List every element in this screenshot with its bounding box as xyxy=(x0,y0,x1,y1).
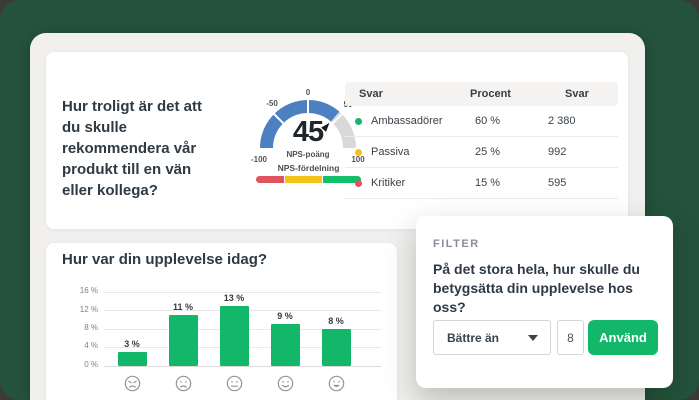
nps-table-header: Svar Procent Svar xyxy=(345,82,618,106)
distribution-segment-passiva xyxy=(284,176,322,183)
gauge-unit-label: NPS-poäng xyxy=(286,150,330,159)
yellow-dot-icon xyxy=(355,148,362,156)
ytick-4: 4 % xyxy=(84,341,98,350)
bar xyxy=(168,315,198,366)
ytick-0: 0 % xyxy=(84,360,98,369)
experience-title: Hur var din upplevelse idag? xyxy=(62,251,268,268)
gauge-needle-group xyxy=(321,122,330,132)
row-count: 992 xyxy=(548,146,567,158)
bar xyxy=(270,324,300,366)
gauge-ticks xyxy=(272,99,344,125)
gauge-tick-100: 100 xyxy=(351,155,365,164)
table-row-passiva: Passiva 25 % 992 xyxy=(345,137,618,168)
apply-filter-button[interactable]: Använd xyxy=(588,320,658,355)
gauge-tick-0: 0 xyxy=(305,88,311,97)
column-header-svar: Svar xyxy=(359,88,383,100)
bar-group-3: 13 % xyxy=(209,283,259,366)
gridline-0 xyxy=(104,366,381,367)
neutral-face-icon xyxy=(226,375,243,392)
bar-value-label: 3 % xyxy=(124,339,140,350)
nps-gauge: 0 -50 50 -100 100 45 NPS-poäng NPS-förde… xyxy=(202,82,388,222)
distribution-segment-kritiker xyxy=(256,176,284,183)
comparison-select-value: Bättre än xyxy=(447,330,500,345)
bar xyxy=(321,329,351,366)
bar-group-5: 8 % xyxy=(311,283,361,366)
experience-card: Hur var din upplevelse idag? 16 % 12 % 8… xyxy=(46,243,397,400)
nps-distribution-bar xyxy=(256,176,361,183)
rating-threshold-input[interactable] xyxy=(557,320,584,355)
nps-distribution-label: NPS-fördelning xyxy=(277,163,340,173)
nps-question-text: Hur troligt är det att du skulle rekomme… xyxy=(62,98,203,199)
red-dot-icon xyxy=(355,179,362,187)
comparison-select[interactable]: Bättre än xyxy=(433,320,551,355)
row-count: 2 380 xyxy=(548,115,576,127)
bar-value-label: 11 % xyxy=(172,302,194,313)
green-dot-icon xyxy=(355,117,362,125)
row-percent: 15 % xyxy=(475,177,501,189)
filter-question: På det stora hela, hur skulle du betygsä… xyxy=(433,261,640,315)
bar-group-2: 11 % xyxy=(158,283,208,366)
grinning-face-icon xyxy=(328,375,345,392)
filter-label: FILTER xyxy=(433,238,480,250)
row-count: 595 xyxy=(548,177,567,189)
sad-face-icon xyxy=(175,375,192,392)
column-header-procent: Procent xyxy=(470,88,511,100)
bar-value-label: 9 % xyxy=(277,311,293,322)
very-sad-face-icon xyxy=(124,375,141,392)
bar xyxy=(117,352,147,366)
gauge-tick-neg100: -100 xyxy=(250,155,267,164)
table-row-kritiker: Kritiker 15 % 595 xyxy=(345,168,618,199)
gauge-value: 45 xyxy=(292,116,324,148)
nps-card: Hur troligt är det att du skulle rekomme… xyxy=(46,52,628,229)
bar-group-4: 9 % xyxy=(260,283,310,366)
filter-card: FILTER På det stora hela, hur skulle du … xyxy=(416,216,673,388)
chevron-down-icon xyxy=(528,334,538,341)
happy-face-icon xyxy=(277,375,294,392)
bar xyxy=(219,305,249,366)
row-label: Ambassadörer xyxy=(371,115,443,127)
row-label: Passiva xyxy=(371,146,410,158)
gauge-needle-icon xyxy=(321,122,330,132)
nps-gauge-svg xyxy=(260,99,356,149)
nps-results-table: Svar Procent Svar Ambassadörer 60 % 2 38… xyxy=(345,82,618,199)
column-header-svar-2: Svar xyxy=(565,88,589,100)
gauge-tick-neg50: -50 xyxy=(266,99,278,108)
gridline-16 xyxy=(104,292,381,293)
ytick-12: 12 % xyxy=(79,305,98,314)
bar-value-label: 8 % xyxy=(328,316,344,326)
row-label: Kritiker xyxy=(371,177,406,189)
row-percent: 25 % xyxy=(475,146,501,158)
bar-value-label: 13 % xyxy=(223,292,245,303)
distribution-segment-ambassadörer xyxy=(322,176,361,183)
bar-group-1: 3 % xyxy=(107,283,157,366)
table-row-ambassadorer: Ambassadörer 60 % 2 380 xyxy=(345,106,618,137)
row-percent: 60 % xyxy=(475,115,501,127)
ytick-8: 8 % xyxy=(84,323,98,332)
ytick-16: 16 % xyxy=(79,286,98,295)
